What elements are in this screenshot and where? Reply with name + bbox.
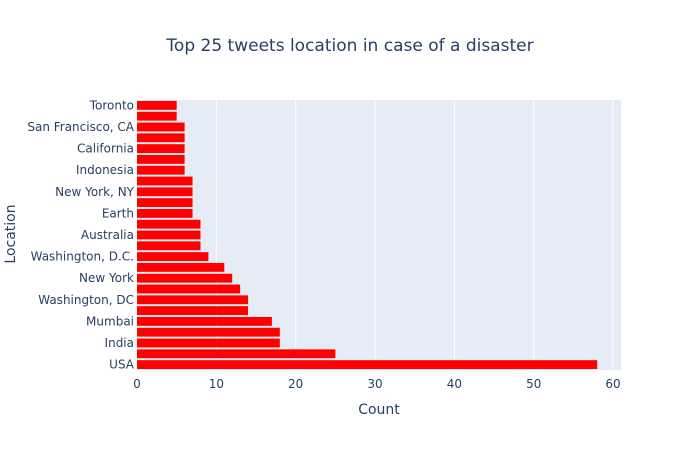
- bar: [137, 327, 280, 337]
- y-axis-ticks: USA India Mumbai Washington, DC New York Wash…: [27, 98, 134, 371]
- y-tick-label: Toronto: [89, 98, 134, 112]
- bar: [137, 306, 249, 316]
- x-tick-label: 60: [605, 377, 620, 391]
- y-tick-label: Indonesia: [76, 163, 134, 177]
- bar: [137, 230, 201, 240]
- bar: [137, 219, 201, 229]
- y-tick-label: Australia: [81, 228, 134, 242]
- bar: [137, 198, 193, 208]
- y-tick-label: Earth: [102, 206, 134, 220]
- bar: [137, 122, 185, 132]
- bar: [137, 208, 193, 218]
- y-tick-label: San Francisco, CA: [27, 120, 134, 134]
- bar: [137, 252, 209, 262]
- bar: [137, 111, 177, 121]
- x-axis-title: Count: [358, 402, 400, 418]
- bar: [137, 154, 185, 164]
- bar: [137, 187, 193, 197]
- y-tick-label: Washington, D.C.: [31, 250, 134, 264]
- y-tick-label: Washington, DC: [38, 293, 134, 307]
- x-tick-label: 0: [133, 377, 141, 391]
- bar: [137, 316, 272, 326]
- gridlines: [215, 100, 614, 370]
- y-tick-label: New York, NY: [55, 185, 135, 199]
- bar: [137, 349, 336, 359]
- y-tick-label: New York: [79, 271, 134, 285]
- x-tick-label: 10: [209, 377, 224, 391]
- y-tick-label: California: [77, 142, 134, 156]
- bar: [137, 165, 185, 175]
- y-tick-label: India: [105, 336, 134, 350]
- bar: [137, 338, 280, 348]
- bar: [137, 284, 241, 294]
- bar: [137, 241, 201, 251]
- bar: [137, 133, 185, 143]
- x-axis-ticks: 0 10 20 30 40 50 60: [133, 377, 621, 391]
- x-tick-label: 30: [367, 377, 382, 391]
- x-tick-label: 20: [288, 377, 303, 391]
- x-tick-label: 50: [526, 377, 541, 391]
- bar: [137, 360, 598, 370]
- bar: [137, 262, 225, 272]
- bar: [137, 100, 177, 110]
- x-tick-label: 40: [447, 377, 462, 391]
- bar: [137, 273, 233, 283]
- bar: [137, 176, 193, 186]
- chart-title: Top 25 tweets location in case of a disa…: [165, 36, 533, 56]
- bars: [137, 100, 598, 370]
- y-tick-label: USA: [109, 358, 135, 372]
- y-tick-label: Mumbai: [86, 314, 134, 328]
- bar: [137, 144, 185, 154]
- bar: [137, 295, 249, 305]
- y-axis-title: Location: [3, 204, 19, 263]
